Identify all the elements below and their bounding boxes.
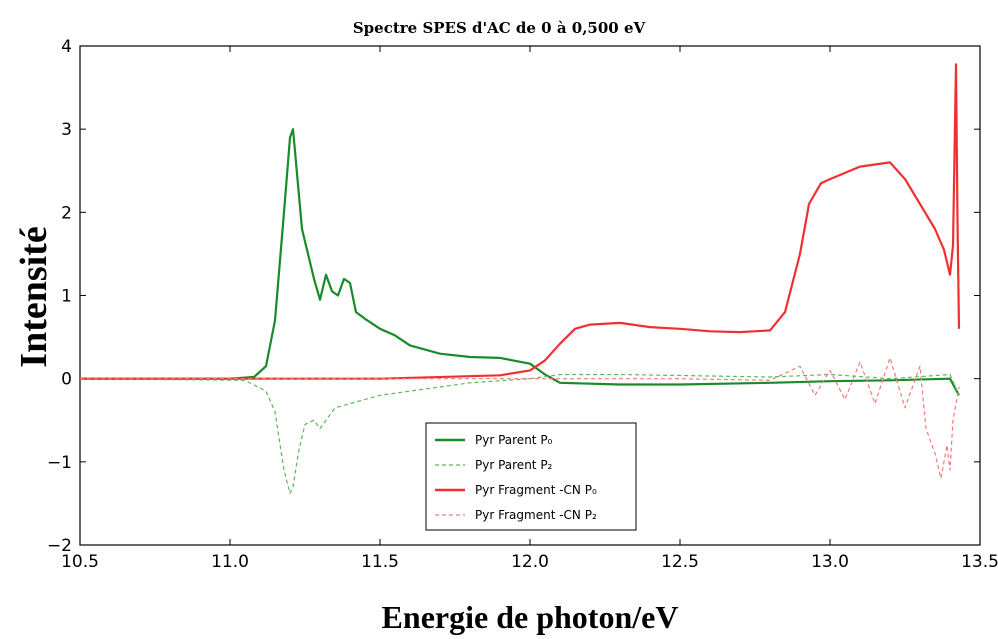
y-tick-label: 0 <box>61 370 72 390</box>
series-line-4 <box>80 357 960 480</box>
y-tick-label: 1 <box>61 287 72 307</box>
y-tick-label: 3 <box>61 120 72 140</box>
x-axis-label: Energie de photon/eV <box>382 599 679 635</box>
legend-label: Pyr Fragment -CN P₂ <box>475 508 597 522</box>
legend-label: Pyr Parent P₀ <box>475 433 553 447</box>
x-tick-label: 11.0 <box>211 552 249 572</box>
series-line-3 <box>80 63 961 380</box>
x-tick-label: 11.5 <box>361 552 399 572</box>
y-tick-label: −2 <box>47 536 72 556</box>
y-axis-label: Intensité <box>13 226 55 367</box>
legend-label: Pyr Parent P₂ <box>475 458 553 472</box>
series-line-1 <box>80 128 960 396</box>
legend-label: Pyr Fragment -CN P₀ <box>475 483 597 497</box>
y-tick-label: −1 <box>47 453 72 473</box>
chart-title: Spectre SPES d'AC de 0 à 0,500 eV <box>353 19 646 37</box>
y-tick-label: 4 <box>61 37 72 57</box>
x-tick-label: 10.5 <box>61 552 99 572</box>
series-line-2 <box>79 373 960 494</box>
axis-ticks: 10.5 11.0 11.5 12.0 12.5 13.0 13.5 −2 −1 0 1 2 3 4 <box>47 37 998 572</box>
series-group <box>79 63 961 494</box>
legend: Pyr Parent P₀ Pyr Parent P₂ Pyr Fragment -… <box>425 422 637 531</box>
x-tick-label: 13.5 <box>961 552 998 572</box>
x-tick-label: 12.5 <box>661 552 699 572</box>
x-tick-label: 13.0 <box>811 552 849 572</box>
y-tick-label: 2 <box>61 203 72 223</box>
x-tick-label: 12.0 <box>511 552 549 572</box>
